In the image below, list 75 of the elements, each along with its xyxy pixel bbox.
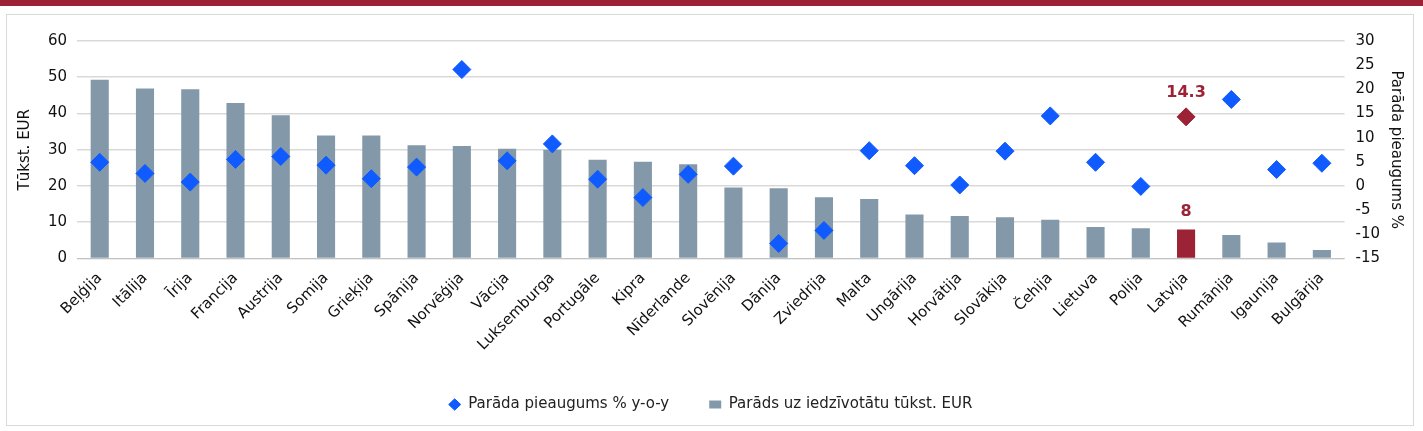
bar [1222,234,1241,258]
data-label: 8 [1180,200,1192,220]
bar [316,135,336,258]
point [678,164,698,184]
point [859,141,879,161]
bar [1131,228,1150,258]
y2-tick-label: -5 [1355,200,1371,219]
y2-tick-label: 0 [1355,175,1366,194]
legend-label: Parāds uz iedzīvotātu tūkst. EUR [728,394,973,413]
y2-tick-label: 10 [1355,127,1375,146]
point [1221,89,1241,109]
point [588,169,608,189]
bar [135,88,155,258]
point [950,175,970,195]
point [723,156,743,176]
point [1040,106,1060,126]
y2-tick-label: 15 [1355,103,1375,122]
bar [498,148,517,258]
point [271,146,291,166]
bar [1312,250,1331,258]
bar [905,214,924,258]
point [542,134,562,154]
bar [860,199,879,258]
y2-axis-title: Parāda pieaugums % [1388,70,1407,229]
y2-tick-label: 20 [1355,79,1375,98]
bar [1267,242,1286,258]
y-tick-label: 0 [57,248,68,267]
y2-tick-label: 30 [1355,30,1375,49]
x-tick-label: Īrija [163,268,196,302]
point [769,233,789,253]
point [1086,152,1106,172]
y-tick-label: 40 [47,103,68,122]
point [361,169,381,189]
bar [543,149,562,258]
data-label: 14.3 [1166,82,1206,102]
y-tick-label: 10 [47,212,68,231]
point [1176,107,1196,127]
y2-tick-label: 5 [1355,151,1366,170]
point [180,172,200,192]
point [497,151,517,171]
point [135,163,155,183]
point [1312,153,1332,173]
bar [950,216,969,258]
y2-tick-label: 25 [1355,55,1375,74]
bar [90,79,109,258]
bar [1086,226,1105,258]
y-axis-title: Tūkst. EUR [14,108,33,192]
bar [1041,219,1060,258]
point [904,156,924,176]
bar [362,135,381,258]
y-tick-label: 50 [47,67,68,86]
point [316,155,336,175]
bar [181,89,200,258]
point [407,157,427,177]
point [1131,176,1151,196]
bar [452,146,471,258]
y-tick-label: 30 [47,139,68,158]
bar [226,102,245,258]
bar [724,187,743,258]
y-tick-label: 20 [47,175,68,194]
point [452,60,472,80]
point [1267,160,1287,180]
bar [407,145,426,258]
y2-tick-label: -10 [1355,224,1380,243]
legend-label: Parāda pieaugums % y-o-y [468,394,670,413]
point [633,188,653,208]
bar [995,217,1015,258]
y-tick-label: 60 [47,30,68,49]
y2-tick-label: -15 [1355,248,1380,267]
bar [271,115,290,258]
point [90,152,110,172]
point [995,141,1015,161]
point [814,220,834,240]
point [226,149,246,169]
bar [1177,229,1196,258]
